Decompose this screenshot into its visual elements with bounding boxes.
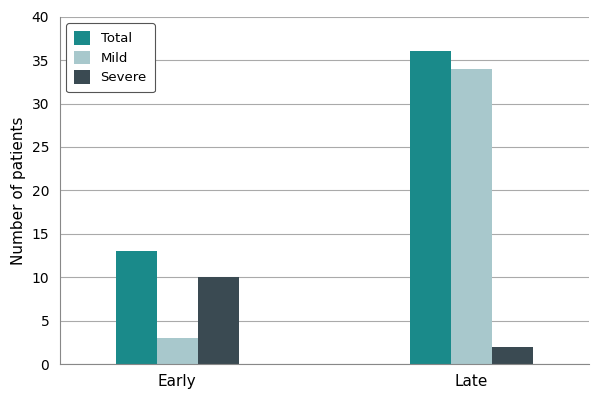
Bar — [157, 338, 198, 364]
Bar — [410, 51, 451, 364]
Legend: Total, Mild, Severe: Total, Mild, Severe — [67, 23, 155, 92]
Bar — [451, 69, 492, 364]
Bar — [198, 277, 239, 364]
Bar — [116, 251, 157, 364]
Y-axis label: Number of patients: Number of patients — [11, 116, 26, 265]
Bar — [492, 347, 533, 364]
